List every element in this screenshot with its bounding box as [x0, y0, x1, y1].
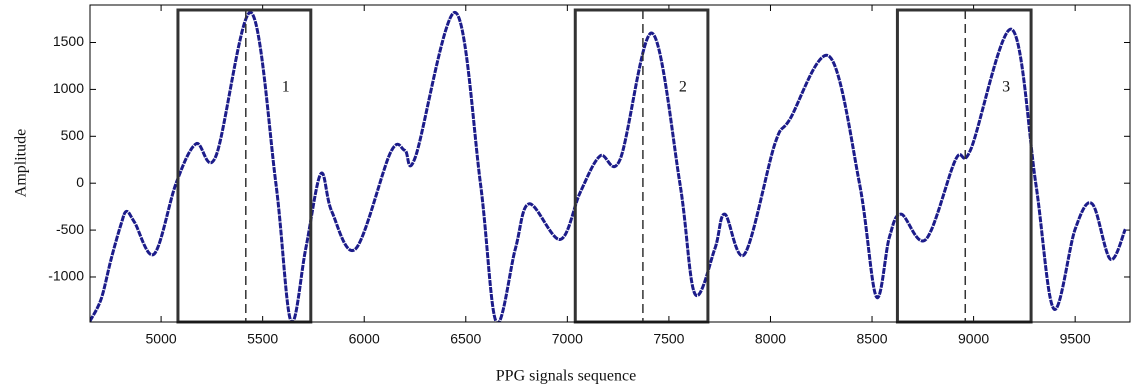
- region-box: [895, 8, 1033, 324]
- y-tick-label: 0: [76, 174, 84, 190]
- x-tick-label: 9500: [1060, 331, 1091, 347]
- y-tick-label: -1000: [48, 268, 84, 284]
- region-label: 2: [679, 79, 687, 96]
- region-box: [176, 8, 313, 324]
- y-tick-label: 1000: [53, 80, 84, 96]
- x-axis-label: PPG signals sequence: [496, 368, 636, 385]
- y-tick-label: 1500: [53, 33, 84, 49]
- y-tick-label: -500: [56, 221, 84, 237]
- x-tick-label: 5000: [146, 331, 177, 347]
- plot-frame: [89, 4, 1131, 323]
- y-axis-label: Amplitude: [13, 129, 30, 197]
- x-tick-label: 6500: [450, 331, 481, 347]
- region-label: 3: [1002, 79, 1010, 96]
- region-label: 1: [282, 79, 290, 96]
- x-tick-label: 6000: [349, 331, 380, 347]
- x-tick-label: 5500: [247, 331, 278, 347]
- x-tick-label: 8000: [755, 331, 786, 347]
- x-tick-label: 7500: [653, 331, 684, 347]
- y-tick-label: 500: [61, 127, 85, 143]
- x-tick-label: 9000: [958, 331, 989, 347]
- x-tick-label: 8500: [856, 331, 887, 347]
- x-tick-label: 7000: [552, 331, 583, 347]
